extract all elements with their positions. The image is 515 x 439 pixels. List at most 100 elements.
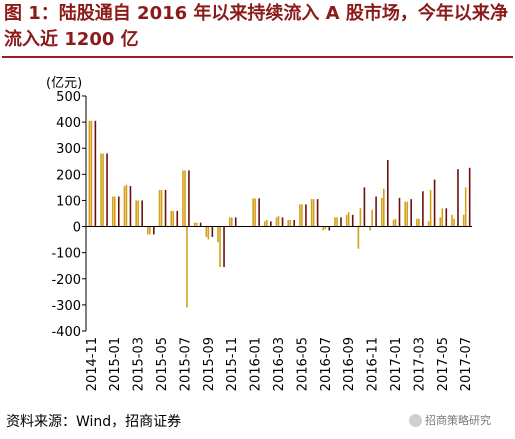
- bar: [88, 120, 91, 227]
- bar: [149, 226, 151, 235]
- bar: [137, 200, 139, 227]
- wechat-icon: [409, 413, 422, 427]
- bar: [211, 226, 214, 237]
- y-tick-label: 0: [73, 221, 81, 236]
- bar: [275, 217, 278, 227]
- bar: [230, 217, 233, 227]
- y-tick-label: -400: [51, 325, 81, 340]
- bar: [468, 167, 471, 227]
- bar: [305, 204, 307, 227]
- bar: [141, 200, 143, 227]
- bar: [188, 170, 190, 227]
- x-tick-label: 2016-01: [249, 337, 264, 391]
- bar: [123, 186, 126, 227]
- x-tick-label: 2016-03: [272, 337, 287, 391]
- bar: [195, 222, 198, 227]
- bar: [125, 184, 128, 227]
- bar: [293, 220, 296, 227]
- bar: [223, 226, 225, 268]
- y-axis-unit-label: (亿元): [46, 76, 82, 91]
- x-tick-label: 2017-07: [459, 337, 474, 391]
- x-tick-label: 2016-05: [295, 337, 310, 391]
- y-tick-label: 200: [56, 168, 81, 183]
- bar: [170, 210, 173, 227]
- bar: [334, 217, 336, 227]
- watermark-text: 招商策略研究: [425, 414, 491, 427]
- y-axis-ticks: 500 400 300 200 100 0 -100 -200 -300 -400: [51, 90, 86, 340]
- bar: [324, 226, 327, 230]
- bar: [299, 204, 301, 227]
- bar: [375, 196, 377, 227]
- x-tick-label: 2015-01: [108, 337, 123, 391]
- bar: [410, 199, 412, 227]
- x-axis-ticks: 2014-11 2015-01 2015-03 2015-05 2015-07 2015-…: [85, 337, 474, 391]
- y-tick-label: 100: [56, 194, 81, 209]
- bar: [234, 217, 237, 227]
- bar: [205, 226, 208, 237]
- bar: [392, 220, 395, 227]
- bar: [336, 217, 338, 227]
- bar: [266, 220, 268, 227]
- bar: [351, 214, 354, 227]
- x-tick-label: 2014-11: [85, 337, 100, 391]
- bar: [441, 208, 444, 227]
- x-tick-label: 2015-11: [225, 337, 240, 391]
- bar: [277, 216, 280, 227]
- chart-title: 图 1：陆股通自 2016 年以来持续流入 A 股市场，今年以来净流入近 120…: [4, 3, 508, 50]
- y-tick-label: 300: [56, 142, 81, 157]
- bar: [287, 220, 290, 227]
- bar: [322, 226, 325, 231]
- bar: [310, 199, 313, 227]
- x-tick-label: 2017-03: [412, 337, 427, 391]
- bar: [398, 197, 401, 227]
- bar: [429, 190, 432, 227]
- bar: [433, 179, 436, 227]
- y-tick-label: 400: [56, 116, 81, 131]
- bar: [172, 210, 175, 227]
- bar: [369, 226, 371, 231]
- bar: [359, 208, 362, 227]
- bar: [457, 169, 459, 227]
- bar: [228, 217, 231, 227]
- bar: [153, 226, 155, 235]
- bar: [445, 208, 448, 227]
- y-tick-label: 500: [56, 90, 81, 105]
- bar: [90, 120, 93, 227]
- bar: [371, 209, 373, 227]
- x-tick-label: 2015-03: [132, 337, 147, 391]
- bar: [462, 214, 465, 227]
- source-note: 资料来源：Wind，招商证券: [6, 414, 182, 430]
- bar: [281, 217, 284, 227]
- bar: [184, 170, 186, 227]
- title-rule: [2, 56, 513, 58]
- bar: [328, 226, 331, 231]
- bar: [312, 199, 315, 227]
- bar: [340, 217, 342, 227]
- x-tick-label: 2015-07: [178, 337, 193, 391]
- bar: [404, 201, 406, 227]
- bar: [453, 218, 455, 227]
- x-tick-label: 2017-05: [436, 337, 451, 391]
- bar: [394, 218, 397, 227]
- bar: [347, 212, 350, 227]
- bar: [406, 201, 408, 227]
- bar: [270, 221, 272, 227]
- bar: [111, 196, 114, 227]
- bar: [357, 226, 360, 249]
- x-tick-label: 2015-05: [155, 337, 170, 391]
- y-tick-label: -100: [51, 247, 81, 262]
- bar: [186, 226, 188, 308]
- bar: [258, 198, 260, 227]
- bar: [382, 188, 385, 227]
- bar: [135, 200, 137, 227]
- bar: [207, 226, 210, 240]
- bars: [88, 120, 471, 308]
- bar: [439, 217, 442, 227]
- bar: [102, 153, 104, 227]
- bar: [416, 218, 418, 227]
- bar: [345, 214, 348, 227]
- bar: [427, 221, 430, 227]
- bar: [164, 190, 167, 227]
- x-tick-label: 2016-07: [319, 337, 334, 391]
